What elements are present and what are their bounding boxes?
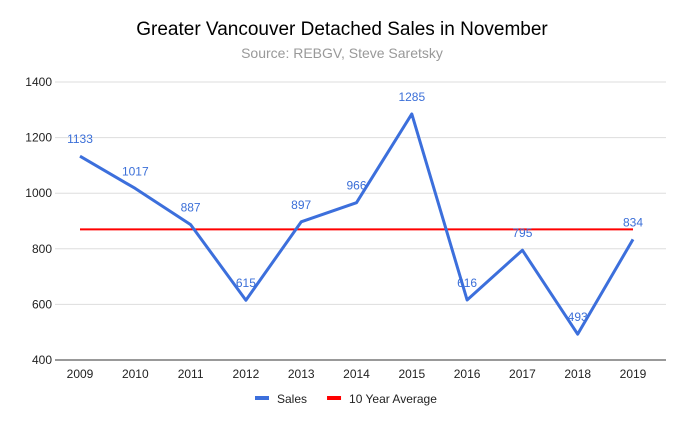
x-tick-label: 2013 xyxy=(288,367,315,381)
series-line-sales xyxy=(79,112,635,336)
x-tick-label: 2016 xyxy=(454,367,481,381)
data-label: 897 xyxy=(291,198,311,212)
y-tick-label: 1200 xyxy=(25,131,52,145)
x-tick-label: 2009 xyxy=(67,367,94,381)
x-tick-label: 2018 xyxy=(564,367,591,381)
x-tick-label: 2015 xyxy=(398,367,425,381)
data-label: 795 xyxy=(512,226,532,240)
x-tick-label: 2017 xyxy=(509,367,536,381)
y-tick-label: 1000 xyxy=(25,186,52,200)
data-label: 834 xyxy=(623,215,643,229)
data-label: 1285 xyxy=(398,90,425,104)
y-tick-label: 600 xyxy=(32,297,52,311)
data-label: 1017 xyxy=(122,164,149,178)
data-label: 615 xyxy=(236,276,256,290)
y-tick-label: 1400 xyxy=(25,75,52,89)
x-tick-label: 2011 xyxy=(178,367,204,381)
data-label: 966 xyxy=(346,179,366,193)
chart-subtitle: Source: REBGV, Steve Saretsky xyxy=(241,45,443,61)
data-label: 887 xyxy=(181,201,201,215)
x-tick-label: 2019 xyxy=(620,367,647,381)
x-tick-label: 2014 xyxy=(343,367,370,381)
chart-title: Greater Vancouver Detached Sales in Nove… xyxy=(136,19,548,40)
legend-swatch xyxy=(327,396,342,400)
y-tick-label: 800 xyxy=(32,242,52,256)
legend-swatch xyxy=(255,396,269,400)
y-tick-label: 400 xyxy=(32,353,52,367)
x-tick-label: 2012 xyxy=(233,367,260,381)
legend-label: Sales xyxy=(277,392,307,406)
data-label: 616 xyxy=(457,276,477,290)
legend-label: 10 Year Average xyxy=(349,392,437,406)
x-tick-label: 2010 xyxy=(122,367,149,381)
data-label: 1133 xyxy=(67,132,93,146)
data-label: 493 xyxy=(568,310,588,324)
